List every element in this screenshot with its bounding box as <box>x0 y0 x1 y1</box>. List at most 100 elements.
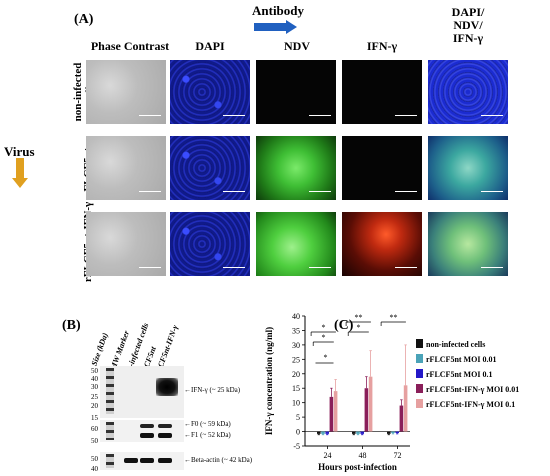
bar <box>387 431 391 434</box>
legend-swatch <box>416 354 423 363</box>
f1-band-lane3 <box>140 433 154 438</box>
significance-star: * <box>324 353 328 362</box>
band-ifn-text: IFN-γ (~ 25 kDa) <box>191 386 241 394</box>
arrow-icon: ← <box>184 456 191 464</box>
ifn-bar-chart: -5 0 5 10 15 20 25 30 35 40 IFN-γ concentration (n… <box>264 312 519 472</box>
band-label-f1: ←F1 (~ 52 kDa) <box>184 431 231 439</box>
virus-arrow-icon <box>12 158 28 188</box>
bar <box>364 388 369 432</box>
mw-tick: 60 <box>91 425 98 433</box>
marker-ladder <box>106 422 114 440</box>
panel-b-label: (B) <box>62 318 81 333</box>
y-tick-label: 5 <box>296 413 300 422</box>
f0-band-lane4 <box>158 424 172 428</box>
ifn-band <box>156 378 178 396</box>
y-tick-label: 15 <box>292 384 300 393</box>
mw-tick: 25 <box>91 393 98 401</box>
antibody-annotation: Antibody <box>252 3 304 19</box>
bar <box>325 431 329 434</box>
y-tick-label: 0 <box>296 428 300 437</box>
mw-tick: 50 <box>91 437 98 445</box>
image-ifn-noninfected <box>342 60 422 124</box>
blot-ifn-strip <box>100 366 184 418</box>
image-dapi-rflcf5nt-ifn <box>170 212 250 276</box>
blot-actin-strip <box>100 452 184 470</box>
significance-star: * <box>357 323 361 332</box>
mw-tick: 50 <box>91 455 98 463</box>
arrow-icon: ← <box>184 431 191 439</box>
image-phase-rflcf5nt <box>86 136 166 200</box>
y-tick-label: 10 <box>292 399 300 408</box>
legend-swatch <box>416 399 423 408</box>
x-tick-label: 24 <box>324 451 332 460</box>
actin-band-lane2 <box>124 458 138 463</box>
y-tick-label: 20 <box>292 370 300 379</box>
mw-tick: 30 <box>91 383 98 391</box>
bar <box>399 405 404 432</box>
marker-ladder <box>106 368 114 414</box>
y-tick-label: 25 <box>292 355 300 364</box>
panel-a-label: (A) <box>74 12 94 27</box>
x-tick-label: 72 <box>394 451 402 460</box>
significance-star: ** <box>355 313 363 322</box>
arrow-icon: ← <box>184 420 191 428</box>
actin-band-lane3 <box>140 458 154 463</box>
col-merge: DAPI/ NDV/ IFN-γ <box>428 6 508 45</box>
col-merge-line2: NDV/ <box>453 18 483 32</box>
bar <box>395 431 399 433</box>
antibody-label: Antibody <box>252 3 305 18</box>
bar <box>317 431 321 434</box>
legend-label: rFLCF5nt-IFN-γ MOI 0.01 <box>426 385 519 394</box>
mw-tick: 40 <box>91 465 98 473</box>
image-ifn-rflcf5nt-ifn <box>342 212 422 276</box>
size-header: Size (kDa) <box>89 331 110 367</box>
y-tick-label: 30 <box>292 341 300 350</box>
blot-f-strip <box>100 420 184 442</box>
legend-label: rFLCF5nt-IFN-γ MOI 0.1 <box>426 400 515 409</box>
image-ndv-noninfected <box>256 60 336 124</box>
bar <box>352 431 356 434</box>
f0-band-lane3 <box>140 424 154 428</box>
y-tick-label: -5 <box>293 442 300 451</box>
image-ndv-rflcf5nt <box>256 136 336 200</box>
bar <box>329 396 334 432</box>
y-tick-label: 40 <box>292 312 300 321</box>
significance-star: * <box>322 323 326 332</box>
significance-star: * <box>322 333 326 342</box>
band-f0-text: F0 (~ 59 kDa) <box>191 420 231 428</box>
image-merge-noninfected <box>428 60 508 124</box>
image-ndv-rflcf5nt-ifn <box>256 212 336 276</box>
image-merge-rflcf5nt-ifn <box>428 212 508 276</box>
col-ifn: IFN-γ <box>366 39 398 53</box>
band-label-f0: ←F0 (~ 59 kDa) <box>184 420 231 428</box>
x-tick-label: 48 <box>359 451 367 460</box>
y-tick-label: 35 <box>292 326 300 335</box>
bar <box>403 385 408 432</box>
bar <box>368 376 373 432</box>
band-label-ifn: ←IFN-γ (~ 25 kDa) <box>184 386 240 394</box>
antibody-arrow-icon <box>254 20 297 34</box>
col-phase-contrast: Phase Contrast <box>90 39 170 53</box>
legend-swatch <box>416 384 423 393</box>
legend-swatch <box>416 339 423 348</box>
bar <box>356 431 360 434</box>
bar <box>360 431 364 434</box>
legend-label: rFLCF5nt MOI 0.1 <box>426 370 492 379</box>
marker-ladder <box>106 454 114 468</box>
col-dapi: DAPI <box>195 39 225 53</box>
bar <box>333 391 338 432</box>
mw-tick: 20 <box>91 402 98 410</box>
image-dapi-noninfected <box>170 60 250 124</box>
col-merge-line3: IFN-γ <box>452 31 484 45</box>
arrow-icon: ← <box>184 386 191 394</box>
mw-tick: 15 <box>91 414 98 422</box>
band-label-actin: ←Beta-actin (~ 42 kDa) <box>184 456 252 464</box>
legend-swatch <box>416 369 423 378</box>
mw-tick: 50 <box>91 367 98 375</box>
bar <box>391 431 395 433</box>
image-phase-rflcf5nt-ifn <box>86 212 166 276</box>
col-ndv: NDV <box>284 39 310 53</box>
mw-tick: 40 <box>91 375 98 383</box>
image-phase-noninfected <box>86 60 166 124</box>
image-dapi-rflcf5nt <box>170 136 250 200</box>
